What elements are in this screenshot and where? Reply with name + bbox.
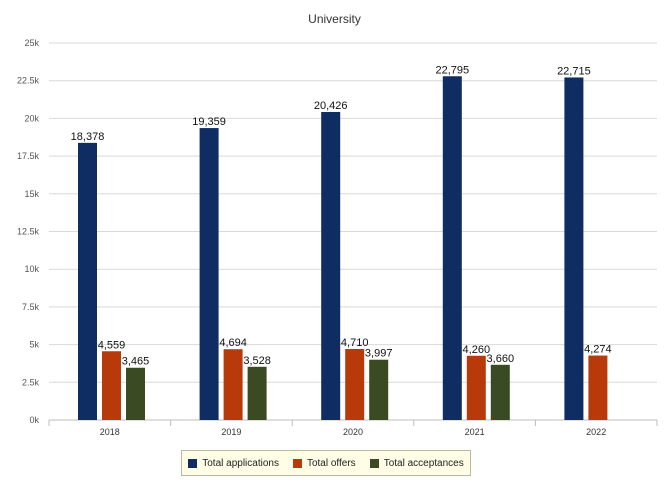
chart-legend: Total applications Total offers Total ac… [181, 450, 471, 476]
y-tick-label: 25k [24, 38, 39, 48]
chart-title: University [308, 12, 361, 26]
data-label: 4,274 [584, 344, 612, 356]
legend-label-applications: Total applications [202, 457, 279, 469]
legend-swatch-applications [188, 458, 198, 468]
y-tick-label: 5k [29, 340, 39, 350]
data-label: 3,997 [365, 348, 393, 360]
bar-total-offers [102, 351, 121, 420]
data-label: 3,660 [487, 353, 515, 365]
bar-total-applications [199, 128, 219, 420]
legend-swatch-acceptances [369, 458, 379, 468]
legend-item-acceptances[interactable]: Total acceptances [369, 457, 464, 469]
bar-total-applications [78, 142, 97, 421]
bar-chart: 0k 2.5k 5k 7.5k 10k 12.5k 15k 17.5k 20k 22.5k 25k 2… [17, 38, 658, 437]
data-label: 19,359 [192, 116, 226, 128]
data-label: 18,378 [71, 131, 105, 143]
bar-total-offers [588, 355, 608, 420]
legend-item-offers[interactable]: Total offers [292, 457, 356, 469]
y-tick-label: 0k [29, 415, 39, 425]
y-tick-label: 2.5k [22, 377, 40, 387]
bar-total-acceptances [369, 359, 389, 420]
x-tick-label: 2019 [221, 427, 241, 437]
y-tick-label: 20k [24, 113, 39, 123]
bar-total-acceptances [247, 366, 267, 420]
data-label: 3,528 [243, 355, 271, 367]
data-label: 4,260 [463, 344, 491, 356]
bar-total-applications [564, 77, 584, 421]
x-tick-label: 2020 [343, 427, 363, 437]
y-tick-label: 15k [24, 189, 39, 199]
bar-total-acceptances [490, 364, 510, 420]
y-tick-label: 12.5k [17, 227, 40, 237]
bar-total-offers [223, 349, 243, 420]
bar-total-applications [442, 76, 462, 420]
data-label: 4,559 [98, 339, 126, 351]
y-tick-label: 10k [24, 264, 39, 274]
legend-swatch-offers [292, 458, 302, 468]
bar-total-offers [345, 348, 365, 420]
x-tick-label: 2022 [586, 427, 606, 437]
x-tick-label: 2018 [100, 427, 120, 437]
data-label: 20,426 [314, 100, 348, 112]
legend-label-acceptances: Total acceptances [383, 457, 464, 469]
bar-total-offers [466, 355, 486, 420]
data-label: 22,715 [557, 65, 591, 77]
legend-item-applications[interactable]: Total applications [188, 458, 279, 469]
y-tick-label: 17.5k [17, 151, 40, 161]
data-label: 22,795 [435, 64, 469, 76]
y-tick-label: 7.5k [22, 302, 40, 312]
data-label: 4,694 [219, 337, 247, 349]
data-label: 3,465 [122, 356, 150, 368]
x-tick-label: 2021 [465, 427, 485, 437]
data-label: 4,710 [341, 337, 369, 349]
y-tick-label: 22.5k [17, 76, 40, 86]
bar-total-acceptances [126, 367, 145, 420]
legend-label-offers: Total offers [306, 457, 356, 469]
bar-total-applications [321, 111, 341, 420]
